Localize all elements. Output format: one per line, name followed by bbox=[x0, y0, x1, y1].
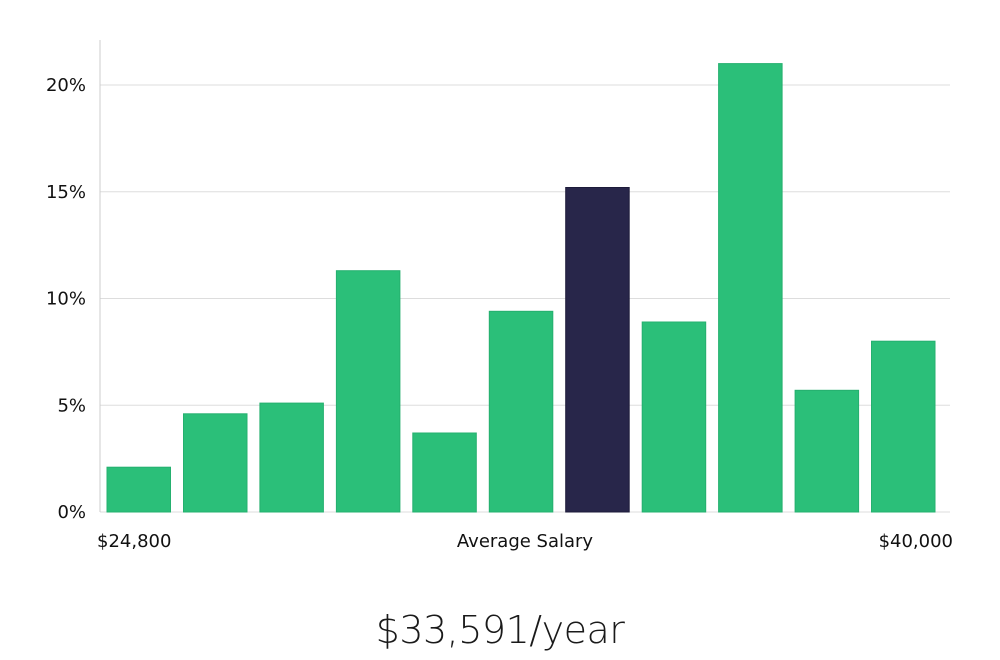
x-max-label: $40,000 bbox=[879, 531, 953, 552]
bars bbox=[106, 63, 936, 513]
average-salary-value: $33,591/year bbox=[375, 608, 625, 652]
y-tick-label: 20% bbox=[46, 75, 86, 96]
bar-highlight bbox=[565, 187, 630, 513]
salary-histogram: 0% 5% 10% 15% 20% $24,800 Average Salary $40… bbox=[46, 40, 953, 552]
x-min-label: $24,800 bbox=[97, 531, 171, 552]
bar bbox=[106, 466, 171, 513]
bar bbox=[871, 340, 936, 513]
bar bbox=[718, 63, 783, 513]
bar bbox=[183, 413, 248, 513]
bar bbox=[335, 270, 401, 513]
bar bbox=[641, 321, 707, 513]
bar bbox=[259, 402, 324, 513]
bar bbox=[412, 432, 477, 513]
y-tick-label: 5% bbox=[57, 395, 86, 416]
bar bbox=[794, 389, 860, 513]
y-tick-label: 15% bbox=[46, 182, 86, 203]
bar bbox=[488, 310, 554, 513]
y-tick-label: 0% bbox=[57, 502, 86, 523]
y-tick-labels: 0% 5% 10% 15% 20% bbox=[46, 75, 86, 523]
y-tick-label: 10% bbox=[46, 289, 86, 310]
x-axis-title: Average Salary bbox=[457, 531, 594, 552]
